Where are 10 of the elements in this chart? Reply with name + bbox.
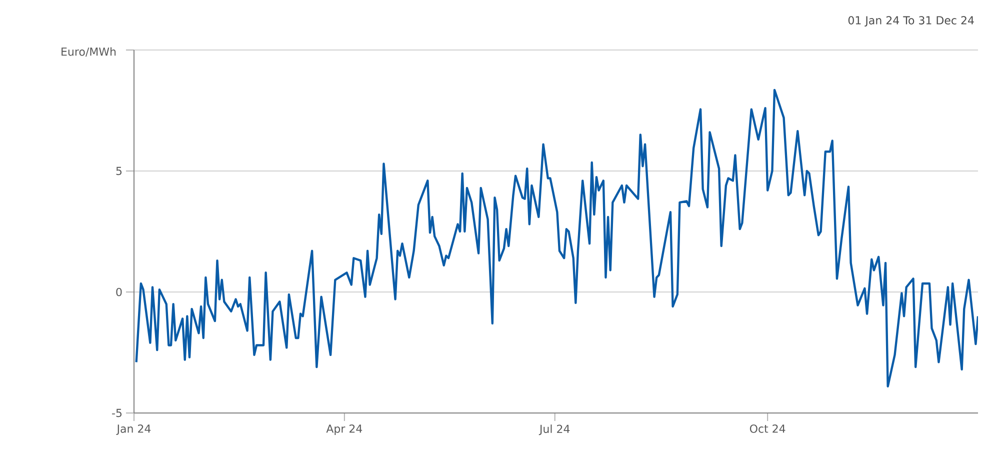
chart-title: 01 Jan 24 To 31 Dec 24 [848, 16, 974, 26]
line-series [135, 88, 978, 388]
y-tick-label: 0 [116, 288, 122, 296]
x-tick-label: Jul 24 [538, 424, 570, 436]
x-tick-label: Apr 24 [326, 424, 362, 435]
x-tick-label: Oct 24 [750, 424, 786, 433]
y-tick-label: 5 [116, 166, 122, 176]
y-axis-title: Euro/MWh [62, 47, 116, 57]
y-tick-label: -5 [112, 408, 122, 418]
x-tick-label: Jan 24 [116, 424, 151, 435]
